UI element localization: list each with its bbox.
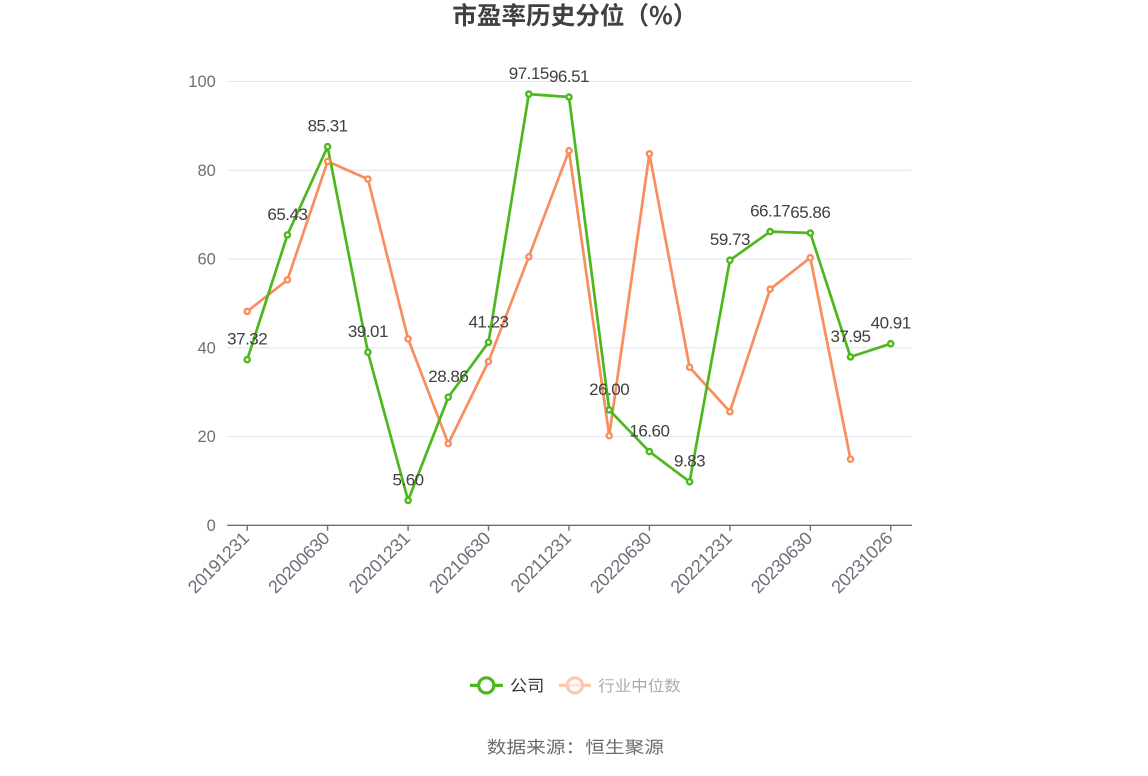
svg-text:100: 100 bbox=[188, 73, 216, 91]
svg-text:5.60: 5.60 bbox=[393, 470, 424, 489]
svg-text:59.73: 59.73 bbox=[710, 230, 750, 249]
svg-text:41.23: 41.23 bbox=[468, 312, 508, 331]
svg-text:28.86: 28.86 bbox=[428, 367, 468, 386]
svg-text:65.86: 65.86 bbox=[790, 203, 830, 222]
svg-text:37.95: 37.95 bbox=[830, 327, 870, 346]
svg-text:66.17: 66.17 bbox=[750, 202, 790, 221]
svg-text:65.43: 65.43 bbox=[267, 205, 307, 224]
svg-text:26.00: 26.00 bbox=[589, 380, 629, 399]
svg-text:60: 60 bbox=[197, 251, 215, 269]
svg-text:97.15: 97.15 bbox=[509, 64, 549, 83]
svg-text:80: 80 bbox=[197, 162, 215, 180]
svg-text:40.91: 40.91 bbox=[871, 314, 911, 333]
svg-text:40: 40 bbox=[197, 340, 215, 358]
svg-text:39.01: 39.01 bbox=[348, 322, 388, 341]
svg-text:16.60: 16.60 bbox=[629, 422, 669, 441]
svg-text:0: 0 bbox=[207, 517, 216, 535]
svg-text:37.32: 37.32 bbox=[227, 330, 267, 349]
svg-text:9.83: 9.83 bbox=[674, 452, 705, 471]
svg-text:85.31: 85.31 bbox=[308, 117, 348, 136]
svg-text:96.51: 96.51 bbox=[549, 67, 589, 86]
svg-text:20: 20 bbox=[197, 428, 215, 446]
